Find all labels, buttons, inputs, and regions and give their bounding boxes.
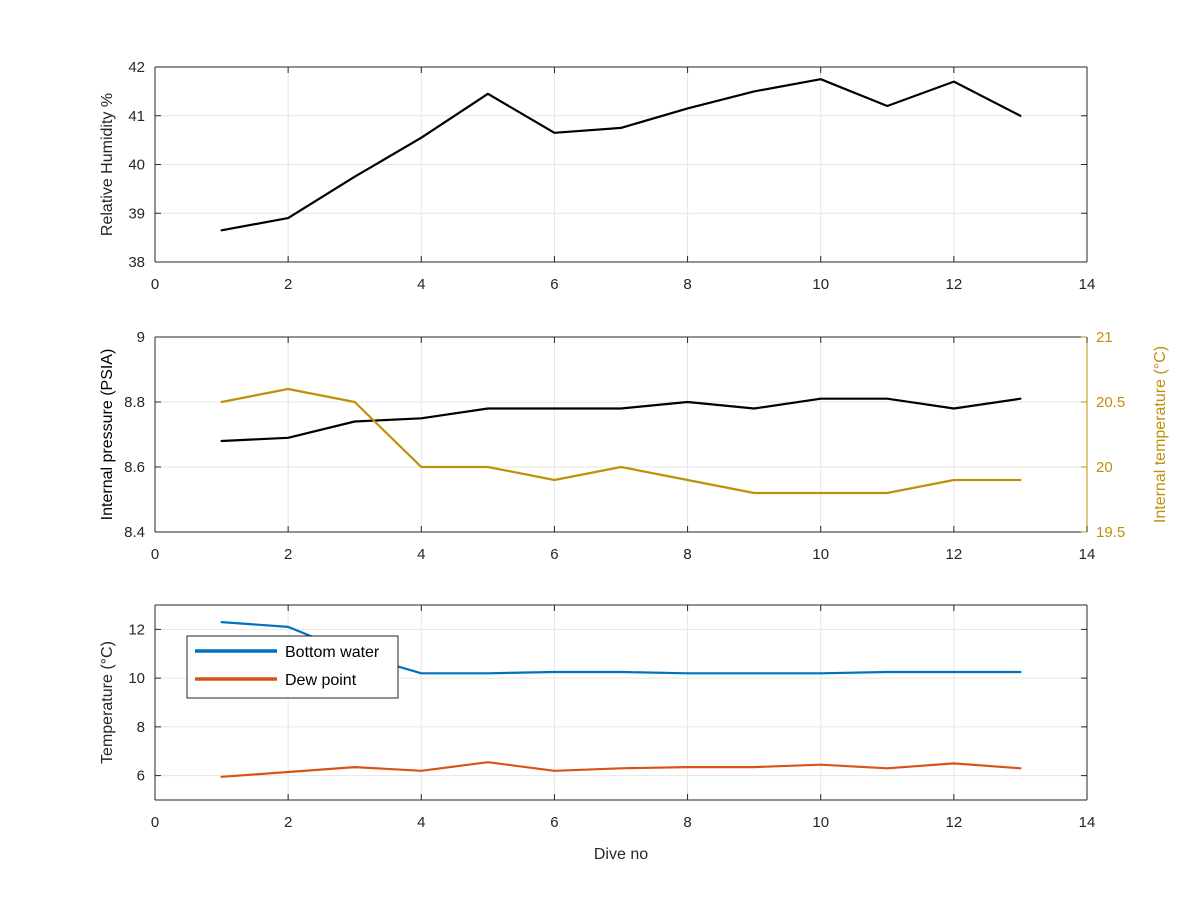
- x-tick-label: 14: [1079, 546, 1096, 563]
- y-tick-label: 40: [128, 157, 145, 174]
- plot-area: [155, 337, 1087, 532]
- x-tick-label: 12: [946, 546, 963, 563]
- x-tick-label: 6: [550, 276, 558, 293]
- plot-panel-2: 0 2 4 6 8 10 12 14 8.4 8.6 8.8 9 19.5 20 20.5 21 Interna…: [99, 329, 1169, 563]
- x-tick-label: 8: [683, 814, 691, 831]
- x-tick-label: 10: [812, 276, 829, 293]
- series-line-2: [220, 761, 1022, 778]
- y-tick-label: 10: [128, 670, 145, 687]
- x-axis-label: Dive no: [594, 846, 648, 863]
- y-tick-label: 38: [128, 254, 145, 271]
- x-tick-label: 6: [550, 814, 558, 831]
- legend-box: [186, 635, 399, 699]
- y-right-tick-label: 19.5: [1096, 524, 1125, 541]
- y-tick-label: 12: [128, 621, 145, 638]
- y-tick-label: 8.4: [124, 524, 145, 541]
- legend-label-1: Bottom water: [285, 644, 380, 661]
- y-tick-label: 41: [128, 108, 145, 125]
- x-tick-label: 0: [151, 814, 159, 831]
- y-right-tick-label: 20.5: [1096, 394, 1125, 411]
- x-tick-label: 2: [284, 546, 292, 563]
- y-right-axis-label: Internal temperature (°C): [1152, 346, 1169, 523]
- legend: Bottom water Dew point: [186, 635, 399, 699]
- x-tick-label: 10: [812, 814, 829, 831]
- x-tick-label: 8: [683, 276, 691, 293]
- y-axis-label: Relative Humidity %: [99, 93, 116, 236]
- y-axis-label: Internal pressure (PSIA): [99, 349, 116, 521]
- x-tick-label: 4: [417, 814, 425, 831]
- y-tick-label: 8.6: [124, 459, 145, 476]
- x-tick-label: 8: [683, 546, 691, 563]
- plot-panel-1: 0 2 4 6 8 10 12 14 38 39 40 41 42 Relative Humidity %: [99, 59, 1095, 293]
- x-tick-label: 6: [550, 546, 558, 563]
- y-tick-label: 9: [137, 329, 145, 346]
- y-tick-label: 8.8: [124, 394, 145, 411]
- series-line-2: [220, 387, 1022, 495]
- y-right-tick-label: 21: [1096, 329, 1113, 346]
- series-line-1: [220, 397, 1022, 443]
- y-axis-label: Temperature (°C): [99, 641, 116, 764]
- legend-label-2: Dew point: [285, 672, 357, 689]
- x-tick-label: 10: [812, 546, 829, 563]
- x-tick-label: 4: [417, 546, 425, 563]
- x-tick-label: 14: [1079, 276, 1096, 293]
- plot-panel-3: 0 2 4 6 8 10 12 14 6 8 10 12 Temperature (°C) Dive no…: [99, 604, 1096, 863]
- x-tick-label: 4: [417, 276, 425, 293]
- x-tick-label: 12: [946, 276, 963, 293]
- y-tick-label: 6: [137, 768, 145, 785]
- x-tick-label: 14: [1079, 814, 1096, 831]
- y-tick-label: 39: [128, 205, 145, 222]
- x-tick-label: 2: [284, 276, 292, 293]
- y-right-tick-label: 20: [1096, 459, 1113, 476]
- x-tick-label: 2: [284, 814, 292, 831]
- x-tick-label: 0: [151, 546, 159, 563]
- series-line-1: [220, 78, 1022, 232]
- x-tick-label: 0: [151, 276, 159, 293]
- y-tick-label: 8: [137, 719, 145, 736]
- y-tick-label: 42: [128, 59, 145, 76]
- x-tick-label: 12: [946, 814, 963, 831]
